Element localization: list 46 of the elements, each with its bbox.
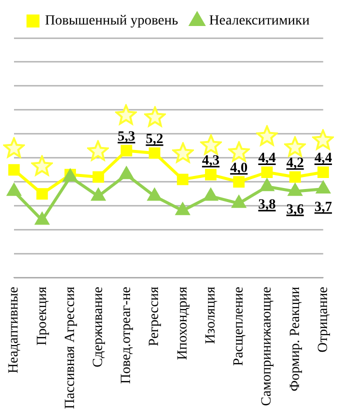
point [148,188,162,201]
data-label: 4,2 [286,156,304,172]
point [120,167,134,180]
data-label: 3,7 [314,200,332,216]
point [7,184,21,196]
x-tick-label: Ипохондрия [175,286,190,360]
data-label: 4,4 [314,151,332,166]
x-tick-label: Формир. Реакции [288,286,303,392]
legend-label: Повышенный уровень [45,14,178,29]
point [317,166,329,178]
x-tick-label: Расщепление [232,286,247,366]
point [316,182,330,194]
point [289,171,301,183]
point [176,174,188,186]
data-label: 4,4 [258,151,276,166]
point [92,188,106,201]
x-tick-label: Сдерживание [91,286,106,368]
point [260,179,274,192]
point [35,212,49,225]
data-label: 5,2 [146,132,164,148]
point [232,196,246,208]
x-tick-label: Изоляция [203,286,218,344]
data-label: 3,8 [258,198,276,213]
point [148,147,160,159]
x-tick-label: Самопринижающие [260,286,275,406]
legend-label: Неалекситимики [209,14,310,29]
x-tick-label: Повед.отреаг-не [119,286,134,384]
data-label: 3,6 [286,202,304,218]
point [120,144,132,156]
x-tick-label: Проекция [34,286,50,346]
x-tick-label: Регрессия [147,286,162,346]
point [233,176,245,188]
data-label: 5,3 [118,130,136,145]
data-label: 4,3 [202,154,220,169]
x-tick-label: Пассивная Агрессия [62,286,78,410]
point [176,203,190,216]
data-label: 4,0 [230,160,248,176]
x-tick-label: Отрицание [316,286,331,353]
point [92,171,104,183]
point [288,184,302,196]
x-tick-label: Неадаптивные [6,286,22,374]
point [261,166,273,178]
point [205,168,217,180]
point [8,164,20,176]
point [36,188,48,200]
point [204,188,218,201]
